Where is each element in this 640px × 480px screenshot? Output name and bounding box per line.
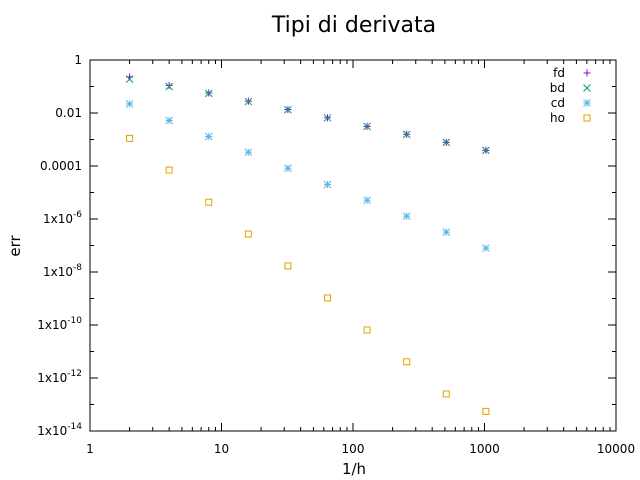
- point-cd: [284, 164, 292, 173]
- y-tick-base: 1x10: [37, 318, 67, 332]
- point-fd: [165, 81, 173, 89]
- y-tick-base: 1x10: [43, 212, 73, 226]
- y-tick-exponent: -8: [73, 263, 82, 273]
- y-tick-label: 0.0001: [40, 159, 82, 173]
- point-ho: [126, 134, 134, 142]
- y-tick-base: 1x10: [43, 265, 73, 279]
- point-ho: [442, 390, 450, 398]
- point-bd: [244, 97, 253, 106]
- point-ho: [205, 198, 213, 206]
- legend-label-fd: fd: [553, 66, 565, 80]
- point-cd: [204, 132, 213, 141]
- point-cd: [125, 100, 134, 108]
- point-ho: [363, 326, 371, 334]
- legend-label-bd: bd: [550, 81, 565, 95]
- point-cd: [482, 244, 490, 252]
- point-bd: [363, 122, 371, 131]
- point-ho: [284, 262, 292, 270]
- point-ho: [165, 166, 173, 174]
- y-tick-label: 1x10-14: [37, 422, 82, 438]
- point-ho: [482, 407, 490, 415]
- point-bd: [482, 146, 490, 155]
- point-bd: [125, 75, 134, 83]
- point-cd: [442, 228, 451, 236]
- x-tick-label: 1: [86, 442, 94, 456]
- y-tick-base: 1: [74, 53, 82, 67]
- legend-marker-fd: [583, 69, 591, 77]
- y-tick-base: 1x10: [37, 371, 67, 385]
- y-tick-base: 0.0001: [40, 159, 82, 173]
- plot-frame: [89, 59, 617, 432]
- x-tick-label: 10000: [597, 442, 635, 456]
- y-tick-base: 1x10: [37, 424, 67, 438]
- y-tick-exponent: -12: [67, 369, 82, 379]
- x-tick-label: 100: [342, 442, 365, 456]
- y-tick-label: 1x10-12: [37, 369, 82, 385]
- y-tick-label: 0.01: [55, 106, 82, 120]
- y-tick-exponent: -14: [67, 422, 82, 432]
- y-tick-label: 1x10-8: [43, 263, 82, 279]
- legend-marker-cd: [583, 99, 591, 107]
- point-cd: [363, 196, 371, 205]
- point-bd: [323, 114, 332, 122]
- point-ho: [403, 358, 411, 366]
- y-tick-base: 0.01: [55, 106, 82, 120]
- point-ho: [324, 294, 332, 302]
- point-bd: [204, 89, 213, 98]
- point-bd: [402, 130, 411, 139]
- y-tick-label: 1x10-10: [37, 316, 82, 332]
- point-cd: [323, 180, 332, 189]
- point-cd: [402, 212, 411, 221]
- y-tick-label: 1: [74, 53, 82, 67]
- axis-ticks: 1 10 100 1000 1000010.010.00011x10-61x10-81x…: [37, 53, 635, 456]
- point-bd: [284, 105, 292, 114]
- legend-label-ho: ho: [550, 111, 565, 125]
- chart-title: Tipi di derivata: [271, 13, 436, 38]
- legend-marker-bd: [583, 84, 591, 92]
- point-bd: [165, 82, 174, 91]
- x-axis-label: 1/h: [342, 460, 366, 478]
- point-bd: [442, 138, 451, 147]
- data-marks: [125, 73, 490, 415]
- legend-marker-ho: [583, 114, 591, 122]
- x-tick-label: 10: [214, 442, 229, 456]
- y-tick-label: 1x10-6: [43, 210, 82, 226]
- point-cd: [165, 116, 174, 125]
- x-tick-label: 1000: [469, 442, 500, 456]
- point-cd: [244, 148, 253, 157]
- legend-label-cd: cd: [551, 96, 565, 110]
- y-tick-exponent: -6: [73, 210, 82, 220]
- y-axis-label: err: [6, 235, 24, 257]
- point-ho: [244, 230, 252, 238]
- y-tick-exponent: -10: [67, 316, 82, 326]
